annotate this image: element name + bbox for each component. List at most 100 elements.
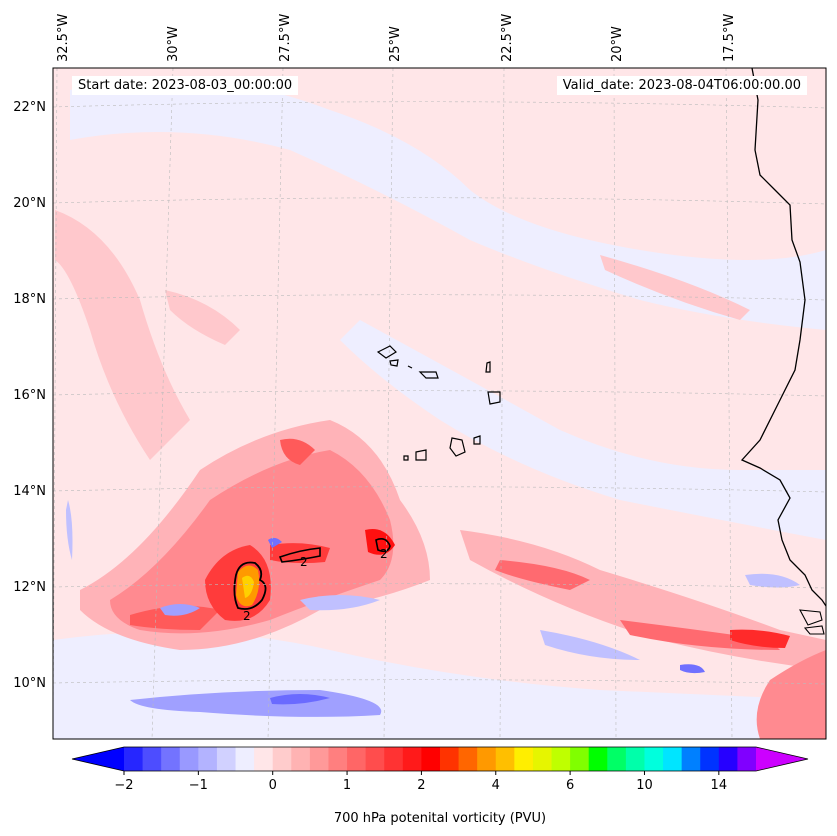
colorbar-swatch [663,747,683,771]
colorbar-tick-label: 10 [636,778,653,793]
colorbar-swatch [402,747,422,771]
colorbar-swatch [365,747,385,771]
contour-2pvu-mid [278,547,321,563]
neg-pv-core-south [270,694,330,705]
neg-pv-patch-5 [680,664,705,674]
contour-label-main: 2 [243,609,251,623]
colorbar-swatch [607,747,627,771]
lat-label-12n: 12°N [13,580,46,595]
colorbar-swatch [347,747,367,771]
start-date-label: Start date: 2023-08-03_00:00:00 [72,76,299,95]
valid-date-label: Valid_date: 2023-08-04T06:00:00.00 [556,76,807,95]
colorbar-swatch [254,747,274,771]
colorbar-swatch [142,747,162,771]
colorbar-swatch [440,747,460,771]
colorbar-swatch [644,747,664,771]
neg-pv-patch-4 [540,630,640,660]
colorbar-extend-min [72,747,124,771]
pink-streak-west [55,210,190,460]
lat-label-20n: 20°N [13,196,46,211]
pv-envelope-inner [110,450,394,634]
lat-label-18n: 18°N [13,292,46,307]
colorbar-tick-label: −1 [189,778,208,793]
colorbar-swatch [495,747,515,771]
colorbar-swatch [681,747,701,771]
pv-southeast [756,650,826,739]
colorbar-swatch [198,747,218,771]
colorbar-tick-label: −2 [114,778,133,793]
colorbar-swatch [532,747,553,771]
colorbar-swatch [272,747,292,771]
colorbar-swatch [291,747,311,771]
colorbar-swatch [421,747,441,771]
colorbar-tick-label: 4 [492,778,500,793]
pv-core-east [730,629,790,648]
map-frame [52,67,827,740]
lat-label-22n: 22°N [13,100,46,115]
colorbar-tick-label: 2 [417,778,425,793]
lon-label-25w: 25°W [388,26,403,62]
contour-2pvu-east [375,538,391,553]
pv-core-southwest [130,606,220,630]
coast-island-2 [803,625,825,635]
colorbar-swatch [570,747,590,771]
colorbar-extend-max [756,747,808,771]
lon-label-17-5w: 17.5°W [722,14,737,62]
lat-label-14n: 14°N [13,484,46,499]
colorbar-swatch [216,747,237,771]
lon-label-32-5w: 32.5°W [56,14,71,62]
colorbar-swatch [235,747,255,771]
pv-max-yellow [242,575,254,598]
neg-pv-patch-3 [300,595,380,611]
lat-label-16n: 16°N [13,388,46,403]
colorbar-swatch [737,747,757,771]
pv-band-east-core [495,560,590,590]
latitude-labels: 22°N 20°N 18°N 16°N 14°N 12°N 10°N [13,100,46,691]
neg-pv-patch-2 [268,537,282,548]
contour-label-east: 2 [380,547,388,561]
colorbar-tick-label: 6 [566,778,574,793]
colorbar-swatch [124,747,144,771]
colorbar-swatch [514,747,534,771]
pv-core-north [280,438,315,465]
coast-island-1 [799,609,823,626]
pink-streak-east [600,255,750,320]
colorbar-title: 700 hPa potenital vorticity (PVU) [334,811,546,826]
lon-label-22-5w: 22.5°W [500,14,515,62]
colorbar-swatch [328,747,348,771]
pink-patch [165,290,240,345]
neg-pv-strip-west [66,500,73,560]
contour-2pvu-main [233,561,267,610]
lon-label-20w: 20°W [610,26,625,62]
colorbar-ticks: −2 −1 0 1 2 4 6 10 14 [114,771,727,793]
colorbar-swatch [309,747,329,771]
colorbar-swatch [384,747,404,771]
colorbar-tick-label: 14 [711,778,728,793]
longitude-labels: 32.5°W 30°W 27.5°W 25°W 22.5°W 20°W 17.5… [56,14,737,62]
colorbar [71,746,809,772]
blue-band-middle [340,320,826,540]
colorbar-swatch [458,747,478,771]
colorbar-swatch [700,747,720,771]
neg-pv-patch-1 [160,604,200,616]
colorbar-swatch [477,747,497,771]
graticule [53,68,826,739]
colorbar-swatch [551,747,571,771]
colorbar-swatch [625,747,645,771]
colorbar-tick-label: 0 [269,778,277,793]
africa-coastline [740,68,826,607]
colorbar-swatch [179,747,199,771]
lat-label-10n: 10°N [13,676,46,691]
lon-label-30w: 30°W [166,26,181,62]
colorbar-swatch [161,747,181,771]
colorbar-tick-label: 1 [343,778,351,793]
contour-label-mid: 2 [300,555,308,569]
cape-verde-islands [376,345,501,461]
neg-pv-patch-east [745,573,800,588]
pv-core-east-small [365,529,395,555]
colorbar-swatch [588,747,608,771]
lon-label-27-5w: 27.5°W [278,14,293,62]
colorbar-swatch [718,747,738,771]
pv-field [53,68,826,739]
